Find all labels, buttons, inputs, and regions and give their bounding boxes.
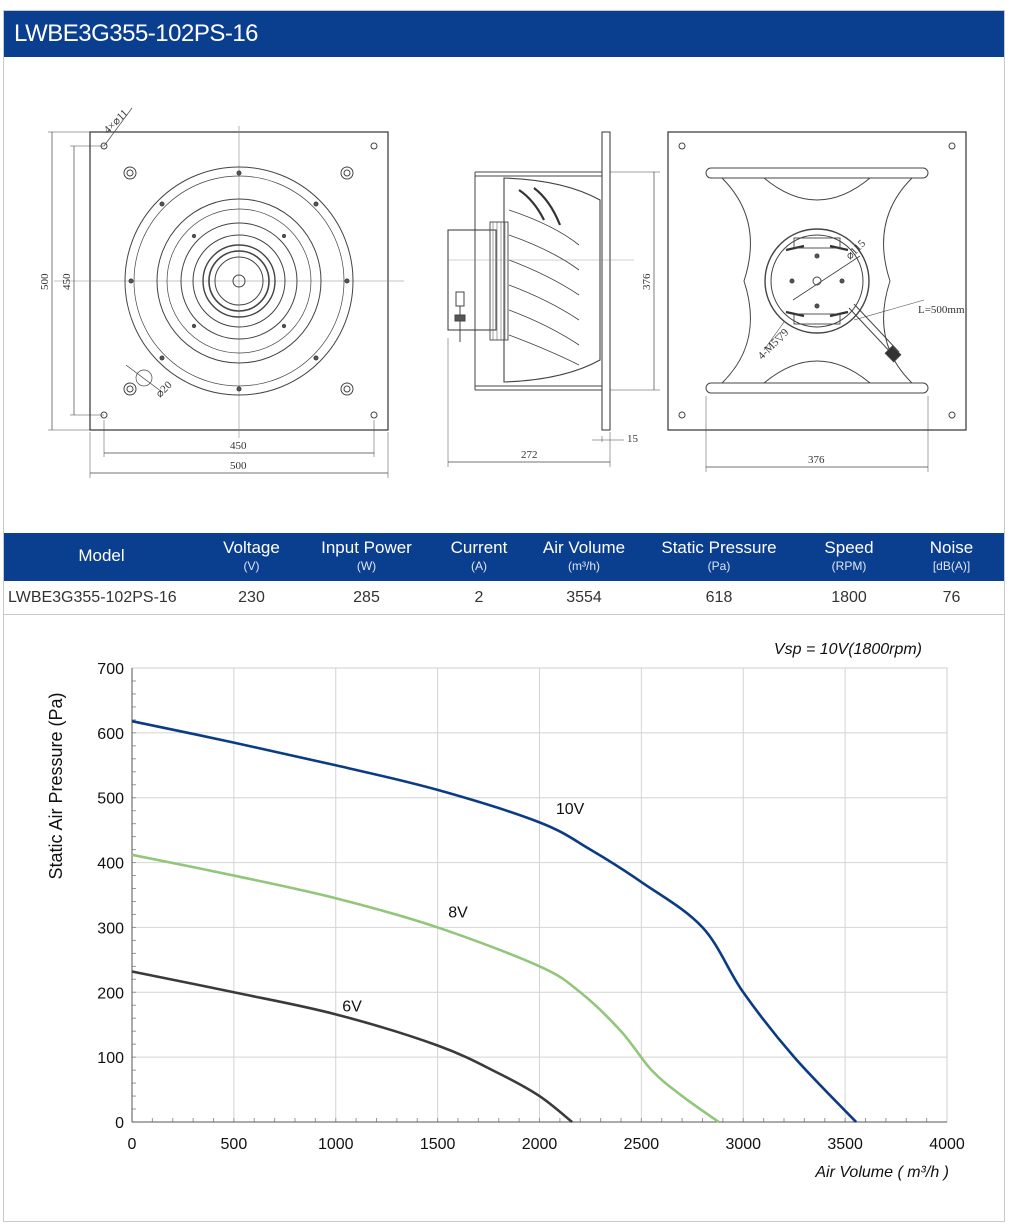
chart-ticks: 0 500 1000 1500 2000 2500 3000 3500 4000 0 100 200 3… [97,661,965,1153]
x-tick-label: 3000 [725,1136,761,1153]
x-tick-label: 0 [128,1136,137,1153]
cell-noise: 76 [942,589,961,606]
front-view [48,107,404,478]
cell-air-volume: 3554 [566,589,602,606]
header-static-pressure: Static Pressure (Pa) [661,538,777,573]
header-current: Current (A) [450,538,508,573]
chart-title: Vsp = 10V(1800rpm) [774,641,922,658]
performance-chart: 0 500 1000 1500 2000 2500 3000 3500 4000 0 100 200 3… [4,620,1004,1220]
series-label-8v: 8V [448,905,468,922]
chart-series [131,719,858,1124]
cell-current: 2 [474,589,484,606]
series-line-8v [131,853,720,1124]
rear-dim-376: 376 [808,454,825,466]
y-tick-label: 600 [97,726,124,743]
y-tick-label: 0 [115,1115,124,1132]
page-frame [3,10,1005,1222]
header-air-volume: Air Volume (m³/h) [542,538,626,573]
side-dim-272: 272 [521,449,538,461]
front-hub-callout: ⌀20 [154,379,175,400]
x-tick-label: 4000 [929,1136,965,1153]
drawings-svg: 4×⌀11 ⌀20 500 450 450 500 272 15 376 ⌀11… [39,107,967,478]
rear-cable-length: L=500mm [918,304,965,316]
header-model: Model [78,546,125,565]
y-tick-label: 100 [97,1050,124,1067]
page-title: LWBE3G355-102PS-16 [14,20,259,47]
side-view [447,131,660,467]
header-noise: Noise [dB(A)] [929,538,974,573]
x-tick-label: 3500 [827,1136,863,1153]
chart-svg: 0 500 1000 1500 2000 2500 3000 3500 4000 0 100 200 3… [46,641,965,1181]
front-dim-450-horizontal: 450 [230,440,247,452]
series-line-10v [131,719,858,1123]
y-tick-label: 300 [97,920,124,937]
cell-static-pressure: 618 [705,589,733,606]
x-tick-label: 2500 [624,1136,660,1153]
title-bar: LWBE3G355-102PS-16 [4,11,1004,57]
y-tick-label: 700 [97,661,124,678]
chart-grid [131,667,948,1123]
x-tick-label: 1500 [420,1136,456,1153]
spec-table-header: Model Voltage (V) Input Power (W) Curren… [4,533,1004,581]
series-label-6v: 6V [342,999,362,1016]
cell-voltage: 230 [238,589,265,606]
front-dim-500-vertical: 500 [39,273,51,290]
series-line-6v [131,970,573,1124]
header-input-power: Input Power (W) [321,538,412,573]
y-axis-title: Static Air Pressure (Pa) [46,692,66,879]
side-dim-376: 376 [641,273,653,290]
cell-input-power: 285 [353,589,380,606]
rear-view [667,131,967,472]
y-tick-label: 200 [97,985,124,1002]
chart-labels: 10V 8V 6V [342,801,584,1016]
cell-model: LWBE3G355-102PS-16 [8,589,177,606]
header-voltage: Voltage (V) [223,538,280,573]
x-axis-title: Air Volume ( m³/h ) [814,1164,949,1181]
y-tick-label: 500 [97,791,124,808]
rear-thread-callout: 4-M5▽9 [756,326,792,362]
front-dim-450-vertical: 450 [61,273,73,290]
table-row: LWBE3G355-102PS-16 230 285 2 3554 618 18… [4,582,1004,615]
y-tick-label: 400 [97,856,124,873]
front-dim-500-horizontal: 500 [230,460,247,472]
series-label-10v: 10V [556,801,585,818]
cell-speed: 1800 [831,589,867,606]
technical-drawings: 4×⌀11 ⌀20 500 450 450 500 272 15 376 ⌀11… [4,60,1004,530]
side-dim-15: 15 [627,433,639,445]
header-speed: Speed (RPM) [824,538,874,573]
x-tick-label: 500 [221,1136,248,1153]
x-tick-label: 1000 [318,1136,354,1153]
x-tick-label: 2000 [522,1136,558,1153]
